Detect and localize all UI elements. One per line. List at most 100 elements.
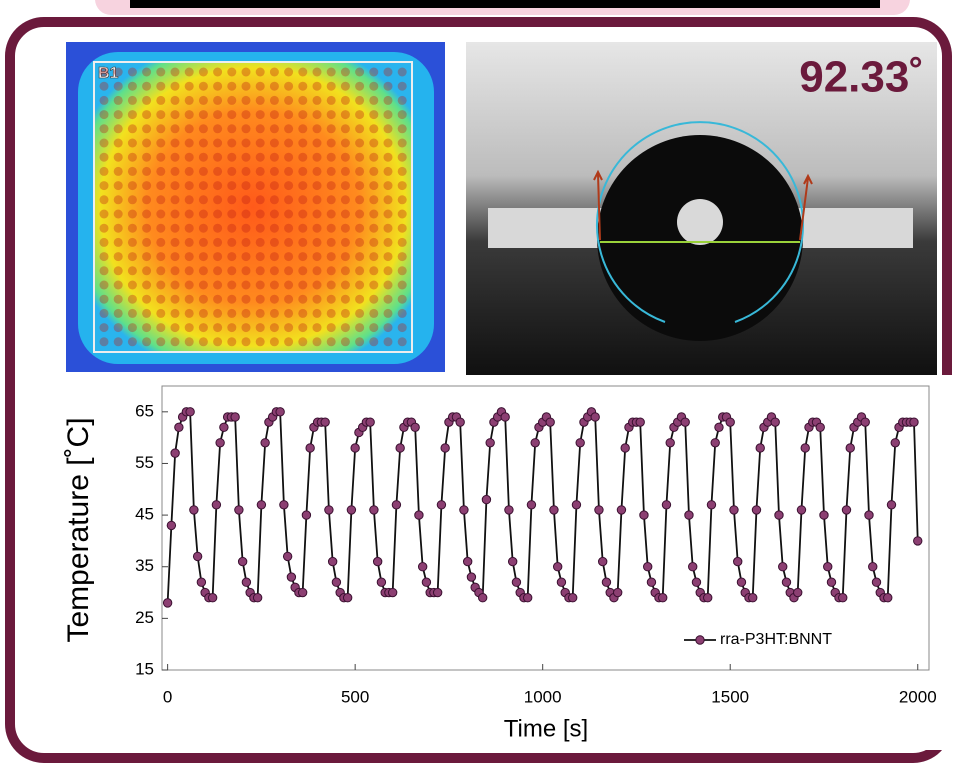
- y-tick-label: 15: [135, 659, 154, 678]
- thermal-dot: [241, 124, 251, 134]
- thermal-dot: [326, 124, 336, 134]
- thermal-dot: [156, 95, 166, 105]
- data-point: [365, 417, 375, 427]
- thermal-dot: [284, 308, 294, 318]
- thermal-dot: [255, 323, 265, 333]
- thermal-dot: [255, 110, 265, 120]
- thermal-dot: [269, 323, 279, 333]
- thermal-dot: [284, 166, 294, 176]
- thermal-dot: [312, 152, 322, 162]
- thermal-dot: [284, 252, 294, 262]
- data-point: [305, 443, 315, 453]
- thermal-dot: [184, 294, 194, 304]
- thermal-dot: [142, 124, 152, 134]
- thermal-dot: [198, 81, 208, 91]
- thermal-dot: [170, 181, 180, 191]
- thermal-dot: [170, 308, 180, 318]
- thermal-dot: [241, 67, 251, 77]
- thermal-dot: [99, 308, 109, 318]
- data-point: [320, 417, 330, 427]
- thermal-dot: [198, 195, 208, 205]
- thermal-dot: [227, 110, 237, 120]
- thermal-dot: [312, 209, 322, 219]
- thermal-dot: [113, 95, 123, 105]
- thermal-dot: [142, 266, 152, 276]
- thermal-dot: [113, 81, 123, 91]
- thermal-dot: [340, 195, 350, 205]
- y-tick-label: 25: [135, 608, 154, 627]
- thermal-dot: [298, 166, 308, 176]
- data-point: [883, 593, 893, 603]
- thermal-dot: [213, 166, 223, 176]
- thermal-dot: [170, 67, 180, 77]
- thermal-dot: [383, 152, 393, 162]
- thermal-dot: [312, 323, 322, 333]
- thermal-dot: [99, 237, 109, 247]
- thermal-dot: [340, 166, 350, 176]
- thermal-dot: [383, 280, 393, 290]
- data-point: [421, 577, 432, 587]
- data-point: [913, 536, 923, 546]
- thermal-dot: [284, 223, 294, 233]
- thermal-dot: [213, 110, 223, 120]
- thermal-dot: [99, 81, 109, 91]
- thermal-dot: [227, 181, 237, 191]
- thermal-dot: [170, 337, 180, 347]
- thermal-dot: [127, 266, 137, 276]
- thermal-dot: [369, 95, 379, 105]
- data-point: [793, 587, 803, 598]
- thermal-dot: [383, 266, 393, 276]
- thermal-dot: [298, 81, 308, 91]
- thermal-dot: [184, 152, 194, 162]
- thermal-dot: [284, 266, 294, 276]
- thermal-dot: [213, 138, 223, 148]
- thermal-dot: [227, 337, 237, 347]
- thermal-dot: [355, 195, 365, 205]
- data-point: [688, 562, 698, 572]
- thermal-dot: [298, 337, 308, 347]
- y-axis-label: Temperature [˚C]: [62, 417, 95, 642]
- thermal-dot: [198, 166, 208, 176]
- thermal-dot: [326, 166, 336, 176]
- data-point: [635, 417, 645, 427]
- thermal-dot: [156, 67, 166, 77]
- thermal-dot: [170, 138, 180, 148]
- thermal-dot: [269, 95, 279, 105]
- data-point: [646, 577, 657, 587]
- data-point: [864, 510, 874, 520]
- thermal-dot: [170, 95, 180, 105]
- thermal-dot: [156, 124, 166, 134]
- thermal-dot: [269, 294, 279, 304]
- thermal-dot: [213, 294, 223, 304]
- thermal-dot: [255, 95, 265, 105]
- x-tick-label: 1000: [524, 687, 562, 706]
- thermal-dot: [213, 195, 223, 205]
- thermal-dot: [355, 67, 365, 77]
- thermal-dot: [170, 81, 180, 91]
- data-point: [174, 422, 184, 433]
- thermal-dot: [397, 294, 407, 304]
- thermal-dot: [383, 166, 393, 176]
- data-point: [417, 562, 428, 572]
- thermal-dot: [383, 195, 393, 205]
- chart: Temperature [˚C] Time [s] 15 25 35 45 55 65 0 5…: [62, 385, 937, 742]
- thermal-dot: [312, 138, 322, 148]
- data-point: [714, 422, 724, 433]
- thermal-dot: [227, 280, 237, 290]
- thermal-dot: [340, 95, 350, 105]
- thermal-dot: [340, 266, 350, 276]
- thermal-dot: [269, 266, 279, 276]
- thermal-dot: [269, 138, 279, 148]
- thermal-dot: [213, 252, 223, 262]
- data-point: [185, 407, 195, 417]
- thermal-dot: [369, 294, 379, 304]
- thermal-dot: [312, 166, 322, 176]
- thermal-dot: [184, 223, 194, 233]
- thermal-dot: [142, 209, 152, 219]
- data-point: [549, 505, 559, 515]
- thermal-dot: [241, 95, 251, 105]
- data-point: [507, 556, 518, 567]
- thermal-dot: [340, 110, 350, 120]
- thermal-dot: [170, 152, 180, 162]
- thermal-dot: [127, 280, 137, 290]
